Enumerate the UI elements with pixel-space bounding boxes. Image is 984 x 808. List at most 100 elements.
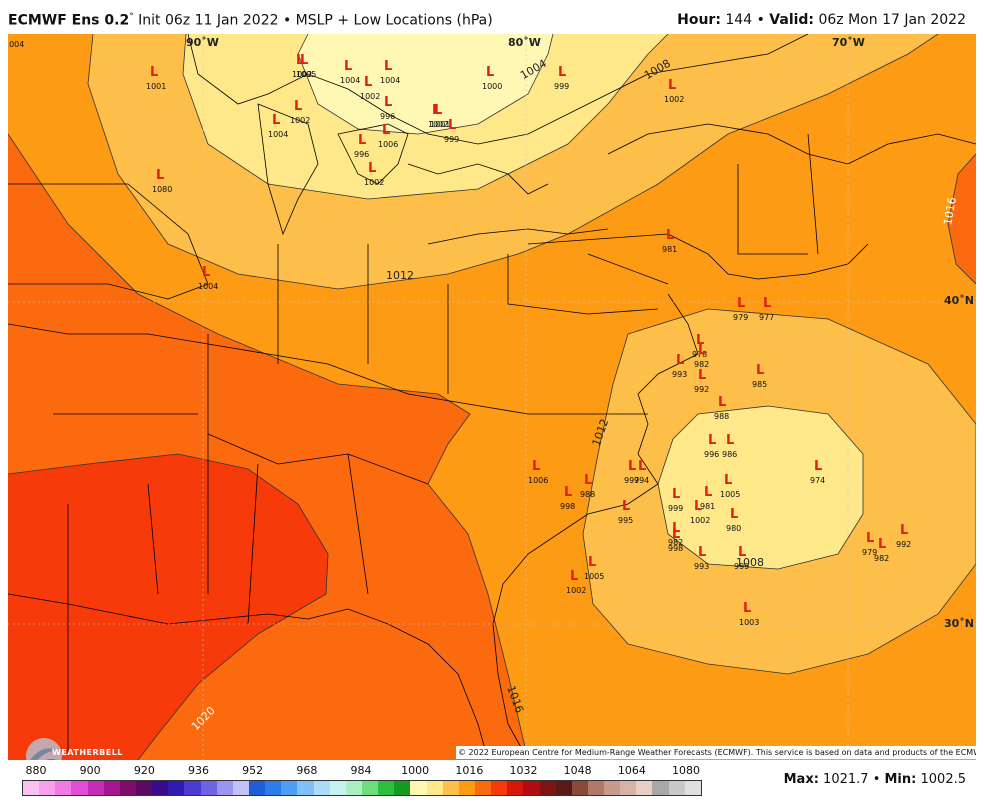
- low-marker: L: [384, 59, 392, 74]
- low-pressure-value: 994: [634, 476, 649, 485]
- header-title: ECMWF Ens 0.2° Init 06z 11 Jan 2022 • MS…: [8, 12, 493, 29]
- colorbar-swatch: [684, 781, 701, 795]
- low-marker: L: [8, 34, 16, 38]
- valid-label: Valid:: [769, 12, 815, 28]
- colorbar-swatch: [668, 781, 685, 795]
- low-marker: L: [344, 59, 352, 74]
- lon-label-80w: 80˚W: [508, 36, 541, 49]
- low-pressure-value: 997: [624, 476, 639, 485]
- low-marker: L: [698, 545, 706, 560]
- low-pressure-value: 998: [560, 502, 575, 511]
- isobar-label-1008-offshore: 1008: [736, 556, 764, 569]
- low-marker: L: [708, 433, 716, 448]
- graticule: [8, 34, 976, 760]
- max-min-readout: Max: 1021.7 • Min: 1002.5: [784, 772, 966, 787]
- isobar-label-1012-north: 1012: [386, 269, 414, 282]
- low-pressure-value: 993: [694, 562, 709, 571]
- low-pressure-value: 977: [759, 313, 774, 322]
- colorbar-swatch: [652, 781, 669, 795]
- low-pressure-value: 995: [618, 516, 633, 525]
- low-marker: L: [368, 161, 376, 176]
- model-name: ECMWF Ens 0.2: [8, 12, 130, 29]
- low-pressure-value: 981: [700, 502, 715, 511]
- colorbar-swatch: [265, 781, 282, 795]
- low-pressure-value: 999: [444, 135, 459, 144]
- colorbar-swatch: [71, 781, 88, 795]
- low-pressure-value: 1004: [380, 76, 400, 85]
- low-marker: L: [364, 75, 372, 90]
- colorbar-swatch: [555, 781, 572, 795]
- colorbar-swatch: [55, 781, 72, 795]
- low-marker: L: [358, 133, 366, 148]
- low-pressure-value: 1004: [340, 76, 360, 85]
- low-marker: L: [294, 99, 302, 114]
- init-info: Init 06z 11 Jan 2022 • MSLP + Low Locati…: [138, 12, 493, 29]
- colorbar-swatch: [152, 781, 169, 795]
- colorbar-swatch: [410, 781, 427, 795]
- mslp-map: 90˚W 80˚W 70˚W 40˚N 30˚N 1004 1008 1012 …: [8, 34, 976, 760]
- colorbar-swatch: [587, 781, 605, 795]
- low-marker: L: [564, 485, 572, 500]
- low-pressure-value: 1004: [8, 40, 24, 49]
- colorbar-tick-label: 880: [25, 764, 47, 777]
- colorbar-tick-label: 1016: [455, 764, 484, 777]
- low-marker: L: [737, 296, 745, 311]
- low-marker: L: [156, 168, 164, 183]
- colorbar-swatch: [23, 781, 40, 795]
- low-pressure-value: 979: [733, 313, 748, 322]
- colorbar-swatch: [636, 781, 653, 795]
- lat-label-30n: 30˚N: [944, 617, 974, 630]
- colorbar-swatch: [184, 781, 201, 795]
- low-marker: L: [666, 228, 674, 243]
- low-pressure-value: 1002: [690, 516, 710, 525]
- colorbar-tick-label: 936: [188, 764, 209, 777]
- field-1016-east: [948, 154, 976, 284]
- low-marker: L: [150, 65, 158, 80]
- field-1004-offshore: [658, 406, 863, 569]
- low-marker: L: [434, 103, 442, 118]
- colorbar-tick-label: 1080: [672, 764, 700, 777]
- colorbar-swatch: [345, 781, 362, 795]
- low-pressure-value: 1005: [720, 490, 740, 499]
- colorbar-tick-label: 900: [79, 764, 101, 777]
- max-value: 1021.7: [823, 772, 869, 787]
- colorbar-swatch: [620, 781, 637, 795]
- low-marker: L: [638, 459, 646, 474]
- colorbar-swatch: [426, 781, 443, 795]
- low-marker: L: [448, 118, 456, 133]
- low-pressure-value: 978: [692, 350, 707, 359]
- lon-label-90w: 90˚W: [186, 36, 219, 49]
- colorbar-tick-label: 984: [350, 764, 372, 777]
- low-pressure-value: 1080: [152, 185, 172, 194]
- low-pressure-value: 985: [752, 380, 767, 389]
- low-pressure-value: 980: [726, 524, 741, 533]
- low-marker: L: [584, 473, 592, 488]
- colorbar-swatch: [313, 781, 330, 795]
- low-marker: L: [296, 53, 304, 68]
- low-marker: L: [900, 523, 908, 538]
- low-marker: L: [300, 53, 308, 68]
- low-pressure-value: 1003: [739, 618, 759, 627]
- colorbar-swatch: [378, 781, 395, 795]
- colorbar-tick-label: 1032: [509, 764, 538, 777]
- low-pressure-value: 996: [380, 112, 395, 121]
- low-pressure-value: 1004: [198, 282, 218, 291]
- colorbar-swatch: [135, 781, 153, 795]
- low-marker: L: [756, 363, 764, 378]
- low-marker: L: [532, 459, 540, 474]
- low-pressure-value: 982: [668, 538, 683, 547]
- low-pressure-value: 1002: [290, 116, 310, 125]
- low-marker: L: [676, 353, 684, 368]
- header-separator: •: [756, 12, 765, 28]
- low-pressure-value: 1001: [430, 120, 450, 129]
- low-marker: L: [588, 555, 596, 570]
- map-canvas: 90˚W 80˚W 70˚W 40˚N 30˚N 1004 1008 1012 …: [8, 34, 976, 760]
- colorbar-tick-label: 968: [296, 764, 318, 777]
- colorbar-swatch: [200, 781, 217, 795]
- logo-text: WEATHERBELL: [52, 748, 123, 757]
- low-pressure-value: 996: [354, 150, 369, 159]
- low-marker: L: [272, 113, 280, 128]
- colorbar-tick-label: 1000: [401, 764, 430, 777]
- hour-label: Hour:: [677, 12, 721, 28]
